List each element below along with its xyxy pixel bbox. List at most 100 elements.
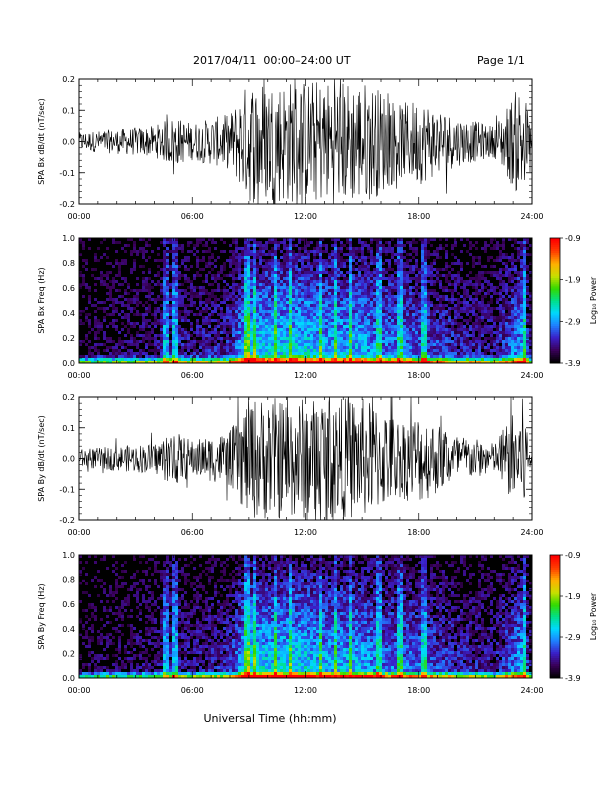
spectrogram-cell [412,241,415,244]
spectrogram-cell [142,349,145,352]
spectrogram-cell [94,319,97,322]
spectrogram-cell [313,343,316,346]
spectrogram-cell [202,337,205,340]
spectrogram-cell [109,298,112,301]
spectrogram-cell [103,238,106,241]
spectrogram-cell [343,316,346,319]
spectrogram-cell [499,316,502,319]
spectrogram-cell [256,358,259,361]
y-axis-label: SPA Bx dB/dt (nT/sec) [37,98,46,185]
spectrogram-cell [523,280,526,283]
spectrogram-cell [142,316,145,319]
spectrogram-cell [412,337,415,340]
spectrogram-cell [370,280,373,283]
spectrogram-cell [526,301,529,304]
spectrogram-cell [154,358,157,361]
spectrogram-cell [451,358,454,361]
spectrogram-cell [316,283,319,286]
spectrogram-cell [157,334,160,337]
spectrogram-cell [310,241,313,244]
spectrogram-cell [271,274,274,277]
spectrogram-cell [514,355,517,358]
spectrogram-cell [352,301,355,304]
spectrogram-cell [523,247,526,250]
spectrogram-cell [193,292,196,295]
spectrogram-cells [79,238,532,363]
spectrogram-cell [397,358,400,361]
spectrogram-cell [331,328,334,331]
spectrogram-cell [193,349,196,352]
spectrogram-cell [142,256,145,259]
spectrogram-cell [526,358,529,361]
spectrogram-cell [424,253,427,256]
spectrogram-cell [100,322,103,325]
spectrogram-cell [397,274,400,277]
spectrogram-cell [295,361,298,363]
spectrogram-cell [172,265,175,268]
spectrogram-cell [430,301,433,304]
spectrogram-cell [520,247,523,250]
spectrogram-cell [175,295,178,298]
spectrogram-cell [193,346,196,349]
spectrogram-cell [361,352,364,355]
spectrogram-cell [319,352,322,355]
spectrogram-cell [382,352,385,355]
spectrogram-cell [163,283,166,286]
spectrogram-cell [322,283,325,286]
spectrogram-cell [250,253,253,256]
spectrogram-cell [166,316,169,319]
spectrogram-cell [304,259,307,262]
spectrogram-cell [202,343,205,346]
spectrogram-cell [268,298,271,301]
spectrogram-cell [499,352,502,355]
spectrogram-cell [349,244,352,247]
spectrogram-cell [394,295,397,298]
spectrogram-cell [289,268,292,271]
spectrogram-cell [181,361,184,363]
spectrogram-cell [463,331,466,334]
spectrogram-cell [184,310,187,313]
spectrogram-cell [355,310,358,313]
spectrogram-cell [205,292,208,295]
spectrogram-cell [379,277,382,280]
spectrogram-cell [373,262,376,265]
spectrogram-cell [388,361,391,363]
spectrogram-cell [232,286,235,289]
spectrogram-cell [463,295,466,298]
spectrogram-cell [262,259,265,262]
spectrogram-cell [298,286,301,289]
spectrogram-cell [364,268,367,271]
spectrogram-cell [475,346,478,349]
spectrogram-cell [502,313,505,316]
spectrogram-cell [337,262,340,265]
spectrogram-cell [328,349,331,352]
spectrogram-cell [529,322,532,325]
spectrogram-cell [418,331,421,334]
spectrogram-cell [460,349,463,352]
spectrogram-cell [289,283,292,286]
spectrogram-cell [160,268,163,271]
spectrogram-cell [175,253,178,256]
spectrogram-cell [268,238,271,241]
spectrogram-cell [151,331,154,334]
spectrogram-cell [268,313,271,316]
spectrogram-cell [304,256,307,259]
spectrogram-cell [277,262,280,265]
spectrogram-cell [496,358,499,361]
spectrogram-cell [289,295,292,298]
spectrogram-cell [160,346,163,349]
spectrogram-cell [361,322,364,325]
spectrogram-cell [451,292,454,295]
spectrogram-cell [259,256,262,259]
spectrogram-cell [271,268,274,271]
spectrogram-cell [421,238,424,241]
spectrogram-cell [262,283,265,286]
spectrogram-cell [187,361,190,363]
spectrogram-cell [256,355,259,358]
spectrogram-cell [520,259,523,262]
spectrogram-cell [229,319,232,322]
spectrogram-cell [391,283,394,286]
spectrogram-cell [121,283,124,286]
spectrogram-cell [370,259,373,262]
spectrogram-cell [472,334,475,337]
